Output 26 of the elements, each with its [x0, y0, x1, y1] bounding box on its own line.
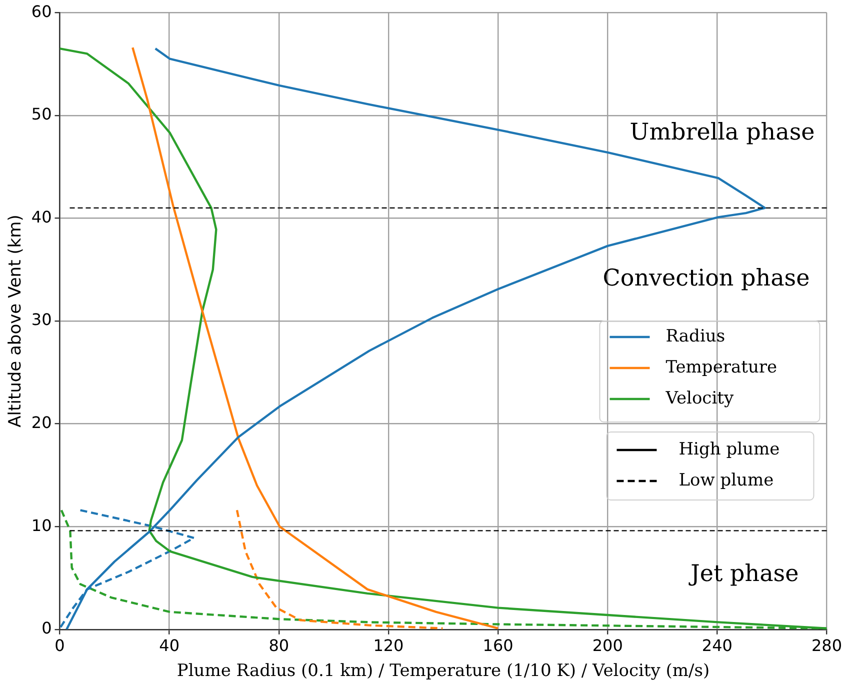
annotation: High plume: [678, 439, 780, 460]
annotation: Low plume: [678, 470, 774, 490]
annotation: Jet phase: [688, 561, 799, 588]
annotation: Umbrella phase: [630, 120, 815, 146]
x-tick-label: 80: [268, 636, 290, 656]
x-tick-label: 0: [54, 636, 65, 656]
x-tick-label: 200: [592, 636, 623, 656]
x-tick-label: 240: [702, 636, 732, 656]
y-tick-label: 50: [31, 104, 52, 124]
y-tick-label: 20: [31, 412, 52, 432]
y-tick-label: 30: [31, 310, 52, 330]
x-axis-title: Plume Radius (0.1 km) / Temperature (1/10 K) / Velocity (m/s): [176, 661, 710, 682]
y-tick-label: 10: [31, 516, 52, 535]
x-tick-label: 40: [159, 636, 180, 656]
y-axis-title: Altitude above Vent (km): [6, 214, 26, 428]
legend-label: Radius: [666, 326, 726, 346]
y-tick-label: 60: [31, 2, 52, 21]
x-tick-label: 120: [373, 636, 404, 656]
annotation: Convection phase: [602, 265, 810, 292]
line-series: [236, 509, 444, 630]
legend-label: Velocity: [664, 388, 734, 408]
y-tick-label: 0: [42, 618, 52, 638]
legend-label: Temperature: [666, 357, 778, 378]
y-tick-label: 40: [31, 207, 52, 226]
x-tick-label: 280: [811, 636, 842, 656]
x-tick-label: 160: [482, 636, 514, 656]
